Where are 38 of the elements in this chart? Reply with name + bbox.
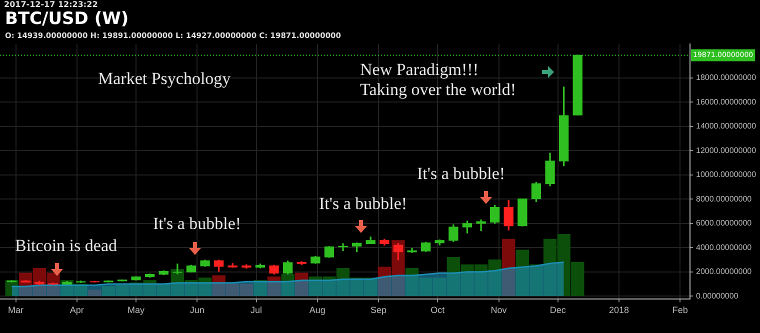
candlestick	[476, 219, 486, 232]
bar	[295, 272, 308, 296]
y-tick-label: 10000.00000000	[696, 170, 757, 180]
y-tick-label: 8000.00000000	[696, 194, 752, 204]
x-tick-label: Nov	[490, 305, 508, 316]
y-tick-label: 6000.00000000	[696, 218, 752, 228]
x-tick-label: May	[128, 305, 146, 316]
x-tick-label: Apr	[70, 305, 84, 316]
bar	[281, 274, 294, 296]
x-tick-label: Sep	[370, 305, 387, 316]
x-tick-label: Aug	[309, 305, 326, 316]
y-tick-label: 4000.00000000	[696, 242, 752, 252]
y-tick-label: 14000.00000000	[696, 122, 757, 131]
candlestick	[172, 264, 182, 274]
y-tick-label: 0.00000000	[696, 291, 739, 300]
bar	[88, 290, 102, 296]
annotation: It's a bubble!	[417, 164, 506, 184]
chart-title: BTC/USD (W)	[5, 9, 129, 29]
x-tick-label: Feb	[672, 305, 688, 316]
x-tick-label: Mar	[8, 305, 24, 316]
annotation: Bitcoin is dead	[15, 236, 117, 256]
bar	[502, 238, 516, 296]
y-tick-label: 2000.00000000	[696, 267, 752, 276]
annotation: It's a bubble!	[319, 194, 408, 214]
bar	[267, 276, 281, 296]
y-tick-label: 16000.00000000	[696, 97, 757, 106]
y-tick-label: 18000.00000000	[696, 73, 757, 82]
x-tick-label: Dec	[550, 305, 566, 316]
annotation: New Paradigm!!! Taking over the world!	[360, 60, 516, 101]
annotation: Market Psychology	[98, 69, 231, 90]
text: 2017-12-17 12:23:22	[4, 0, 98, 9]
x-tick-label: 2018	[609, 305, 630, 316]
x-tick-label: Jun	[190, 305, 204, 316]
y-tick-label: 12000.00000000	[696, 146, 757, 155]
bar	[254, 280, 267, 296]
x-tick-label: Oct	[430, 305, 446, 316]
x-tick-label: Jul	[250, 305, 262, 316]
annotation: It's a bubble!	[153, 214, 242, 234]
